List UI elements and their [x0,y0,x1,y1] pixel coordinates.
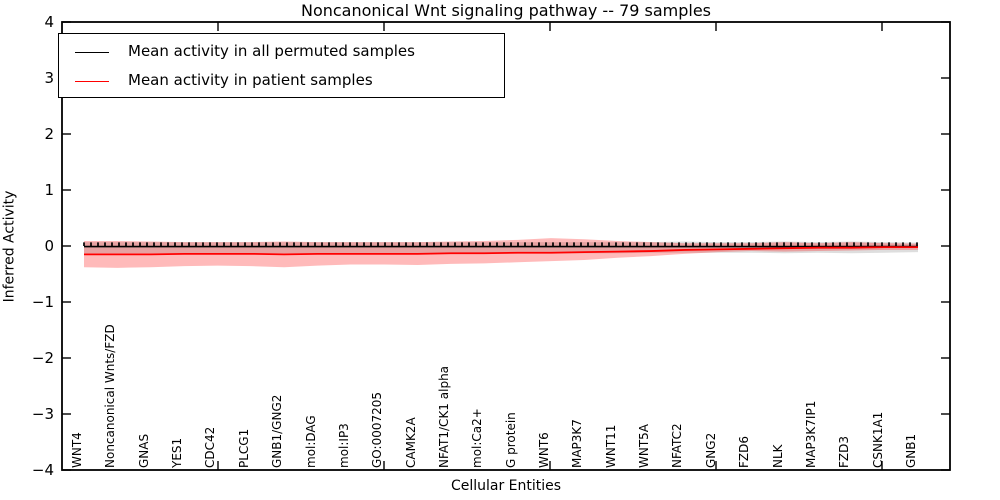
y-tick-label: −1 [31,293,54,311]
y-tick-label: 2 [44,125,54,143]
legend-item-permuted: Mean activity in all permuted samples [59,38,504,67]
legend-item-patient: Mean activity in patient samples [59,67,504,96]
y-tick-label: −2 [31,349,54,367]
x-category-label: GO:0007205 [370,391,385,468]
patient-mean-line [84,246,918,256]
x-category-label: NFAT1/CK1 alpha [436,365,451,468]
permuted-line-markers [83,242,918,247]
legend-line-sample-black [75,52,109,53]
legend: Mean activity in all permuted samples Me… [58,33,505,98]
x-category-label: Noncanonical Wnts/FZD [103,324,118,468]
x-category-label: GNAS [136,433,151,468]
legend-label: Mean activity in all permuted samples [128,42,415,60]
x-category-label: PLCG1 [236,428,251,468]
x-category-label: CAMK2A [403,417,418,468]
y-tick-label: 3 [44,69,54,87]
x-category-label: GNG2 [703,432,718,468]
x-category-label: mol:DAG [303,415,318,468]
y-tick-label: −3 [31,405,54,423]
y-tick-label: 4 [44,13,54,31]
legend-line-sample-red [75,81,109,82]
x-category-label: YES1 [170,437,185,468]
x-category-label: mol:IP3 [336,423,351,468]
x-category-label: FZD6 [737,436,752,468]
x-category-label: GNB1 [904,433,918,468]
x-category-label: CDC42 [203,426,218,468]
legend-label: Mean activity in patient samples [128,71,373,89]
x-category-label: NLK [770,444,785,468]
chart-title: Noncanonical Wnt signaling pathway -- 79… [300,1,712,20]
y-tick-label: −4 [31,461,54,479]
x-category-label: WNT4 [70,432,84,468]
x-category-label: WNT11 [603,424,618,468]
x-category-label: WNT6 [537,432,552,468]
x-category-label: MAP3K7IP1 [803,400,818,468]
y-axis-label: Inferred Activity [1,190,18,303]
x-category-label: GNB1/GNG2 [270,394,285,468]
x-axis-label: Cellular Entities [450,478,562,494]
x-category-label: G protein [503,412,518,468]
x-category-label: FZD3 [837,436,852,468]
x-category-label: mol:Ca2+ [470,408,485,468]
x-category-label: CSNK1A1 [870,411,885,468]
x-category-label: MAP3K7 [570,419,585,468]
x-category-label: NFATC2 [670,423,685,468]
y-tick-label: 1 [44,181,54,199]
x-category-label: WNT5A [637,423,652,468]
y-tick-label: 0 [44,237,54,255]
